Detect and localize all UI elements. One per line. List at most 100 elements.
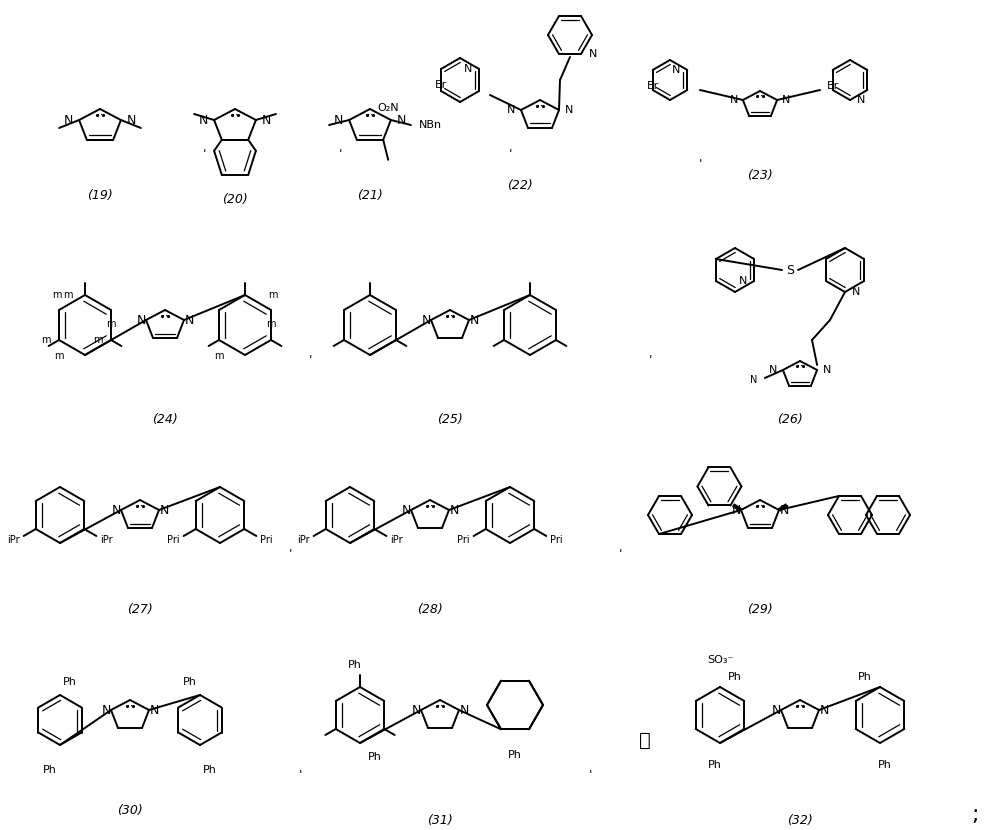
Text: ': ': [648, 354, 652, 367]
Text: m: m: [214, 351, 224, 361]
Text: (22): (22): [507, 178, 533, 192]
Text: N: N: [136, 314, 146, 326]
Text: N: N: [411, 704, 421, 716]
Text: m: m: [106, 319, 116, 329]
Text: (25): (25): [437, 413, 463, 427]
Text: (32): (32): [787, 813, 813, 827]
Text: N: N: [731, 504, 741, 516]
Text: Pri: Pri: [260, 535, 273, 545]
Text: iPr: iPr: [390, 535, 403, 545]
Text: Ph: Ph: [203, 765, 217, 775]
Text: (24): (24): [152, 413, 178, 427]
Text: N: N: [469, 314, 479, 326]
Text: iPr: iPr: [7, 535, 20, 545]
Text: N: N: [507, 105, 515, 115]
Text: Br: Br: [435, 80, 447, 90]
Text: Ph: Ph: [43, 765, 57, 775]
Text: N: N: [64, 114, 73, 126]
Text: N: N: [421, 314, 431, 326]
Text: Pri: Pri: [167, 535, 180, 545]
Text: (28): (28): [417, 603, 443, 617]
Text: N: N: [459, 704, 469, 716]
Text: ': ': [618, 549, 622, 562]
Text: O₂N: O₂N: [377, 103, 399, 113]
Text: iPr: iPr: [297, 535, 310, 545]
Text: (27): (27): [127, 603, 153, 617]
Text: (20): (20): [222, 193, 248, 207]
Text: m: m: [42, 335, 51, 345]
Text: N: N: [334, 114, 343, 126]
Text: ': ': [298, 769, 302, 782]
Text: ⋅⋅: ⋅⋅: [757, 501, 763, 511]
Text: Ph: Ph: [508, 750, 522, 760]
Text: ': ': [203, 149, 207, 162]
Text: m: m: [64, 290, 73, 300]
Text: (30): (30): [117, 803, 143, 817]
Text: ⋅⋅: ⋅⋅: [437, 701, 443, 711]
Text: Br: Br: [827, 81, 839, 91]
Text: N: N: [464, 64, 472, 74]
Text: ⋅⋅: ⋅⋅: [97, 110, 103, 120]
Text: N: N: [199, 114, 208, 126]
Text: (26): (26): [777, 413, 803, 427]
Text: (23): (23): [747, 168, 773, 182]
Text: ;: ;: [971, 805, 979, 825]
Text: Ph: Ph: [728, 672, 742, 682]
Text: (29): (29): [747, 603, 773, 617]
Text: m: m: [52, 290, 62, 300]
Text: ⋅⋅: ⋅⋅: [232, 110, 238, 120]
Text: ⋅⋅: ⋅⋅: [797, 361, 803, 371]
Text: N: N: [750, 375, 757, 385]
Text: Ph: Ph: [63, 677, 77, 687]
Text: Ph: Ph: [708, 760, 722, 770]
Text: SO₃⁻: SO₃⁻: [707, 655, 733, 665]
Text: N: N: [397, 114, 406, 126]
Text: N: N: [101, 704, 111, 716]
Text: (19): (19): [87, 188, 113, 202]
Text: ⋅⋅: ⋅⋅: [797, 701, 803, 711]
Text: Ph: Ph: [183, 677, 197, 687]
Text: Ph: Ph: [348, 660, 362, 670]
Text: N: N: [819, 704, 829, 716]
Text: N: N: [149, 704, 159, 716]
Text: Br: Br: [647, 81, 659, 91]
Text: ': ': [508, 149, 512, 162]
Text: N: N: [823, 365, 831, 375]
Text: N: N: [739, 276, 747, 286]
Text: ': ': [588, 769, 592, 782]
Text: 或: 或: [639, 730, 651, 749]
Text: N: N: [672, 65, 680, 75]
Text: N: N: [401, 504, 411, 516]
Text: m: m: [268, 290, 278, 300]
Text: ⋅⋅: ⋅⋅: [537, 101, 543, 111]
Text: ⋅⋅: ⋅⋅: [757, 91, 763, 101]
Text: N: N: [127, 114, 136, 126]
Text: (21): (21): [357, 188, 383, 202]
Text: ': ': [308, 354, 312, 367]
Text: Ph: Ph: [858, 672, 872, 682]
Text: m: m: [93, 335, 103, 345]
Text: (31): (31): [427, 813, 453, 827]
Text: m: m: [54, 351, 64, 361]
Text: N: N: [589, 49, 597, 59]
Text: iPr: iPr: [100, 535, 113, 545]
Text: N: N: [782, 95, 790, 105]
Text: N: N: [769, 365, 777, 375]
Text: N: N: [771, 704, 781, 716]
Text: Pri: Pri: [457, 535, 470, 545]
Text: N: N: [184, 314, 194, 326]
Text: N: N: [730, 95, 738, 105]
Text: ⋅⋅: ⋅⋅: [137, 501, 143, 511]
Text: NBn: NBn: [419, 120, 442, 130]
Text: N: N: [449, 504, 459, 516]
Text: N: N: [111, 504, 121, 516]
Text: m: m: [266, 319, 276, 329]
Text: N: N: [857, 95, 865, 105]
Text: ⋅⋅: ⋅⋅: [427, 501, 433, 511]
Text: Ph: Ph: [878, 760, 892, 770]
Text: N: N: [565, 105, 573, 115]
Text: N: N: [262, 114, 271, 126]
Text: ⋅⋅: ⋅⋅: [367, 110, 373, 120]
Text: N: N: [159, 504, 169, 516]
Text: ⋅⋅: ⋅⋅: [162, 311, 168, 321]
